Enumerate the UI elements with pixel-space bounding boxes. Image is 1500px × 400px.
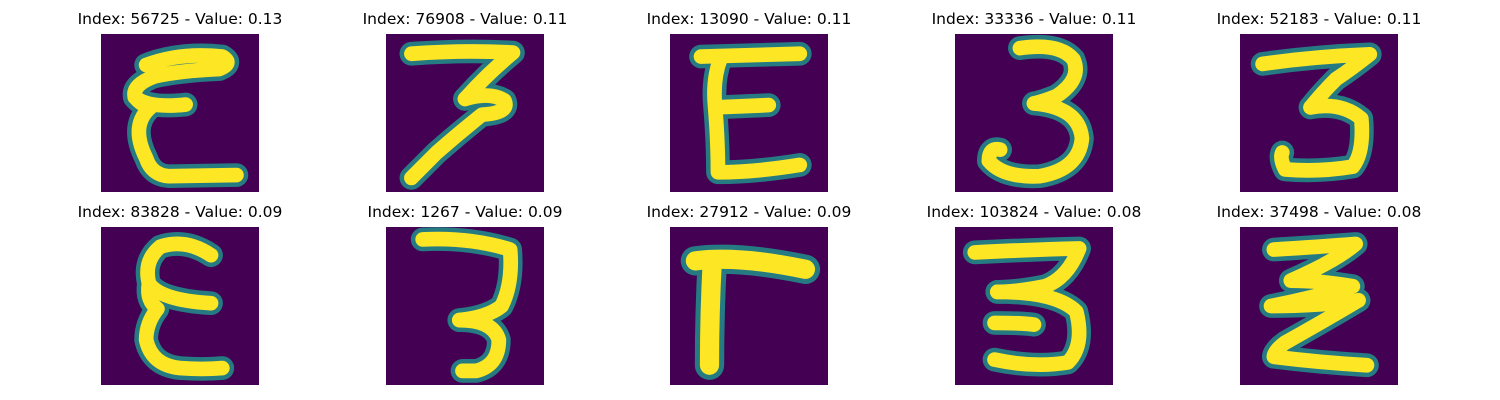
- sample-cell-0: Index: 56725 - Value: 0.13: [38, 0, 322, 192]
- sample-image-5: [101, 227, 259, 385]
- sample-image-4: [1240, 34, 1398, 192]
- sample-title-0: Index: 56725 - Value: 0.13: [77, 10, 283, 28]
- sample-image-6: [386, 227, 544, 385]
- sample-cell-5: Index: 83828 - Value: 0.09: [38, 193, 322, 385]
- sample-cell-8: Index: 103824 - Value: 0.08: [892, 193, 1176, 385]
- sample-title-3: Index: 33336 - Value: 0.11: [931, 10, 1137, 28]
- sample-cell-9: Index: 37498 - Value: 0.08: [1177, 193, 1461, 385]
- sample-title-7: Index: 27912 - Value: 0.09: [646, 203, 852, 221]
- sample-cell-4: Index: 52183 - Value: 0.11: [1177, 0, 1461, 192]
- sample-image-3: [955, 34, 1113, 192]
- sample-title-5: Index: 83828 - Value: 0.09: [77, 203, 283, 221]
- sample-title-2: Index: 13090 - Value: 0.11: [646, 10, 852, 28]
- sample-image-7: [670, 227, 828, 385]
- sample-title-8: Index: 103824 - Value: 0.08: [926, 203, 1142, 221]
- sample-image-1: [386, 34, 544, 192]
- sample-title-1: Index: 76908 - Value: 0.11: [362, 10, 568, 28]
- sample-title-9: Index: 37498 - Value: 0.08: [1216, 203, 1422, 221]
- sample-cell-1: Index: 76908 - Value: 0.11: [323, 0, 607, 192]
- sample-cell-3: Index: 33336 - Value: 0.11: [892, 0, 1176, 192]
- sample-cell-7: Index: 27912 - Value: 0.09: [607, 193, 891, 385]
- sample-title-6: Index: 1267 - Value: 0.09: [367, 203, 563, 221]
- sample-image-0: [101, 34, 259, 192]
- sample-image-8: [955, 227, 1113, 385]
- sample-cell-6: Index: 1267 - Value: 0.09: [323, 193, 607, 385]
- sample-image-2: [670, 34, 828, 192]
- sample-cell-2: Index: 13090 - Value: 0.11: [607, 0, 891, 192]
- sample-title-4: Index: 52183 - Value: 0.11: [1216, 10, 1422, 28]
- sample-image-9: [1240, 227, 1398, 385]
